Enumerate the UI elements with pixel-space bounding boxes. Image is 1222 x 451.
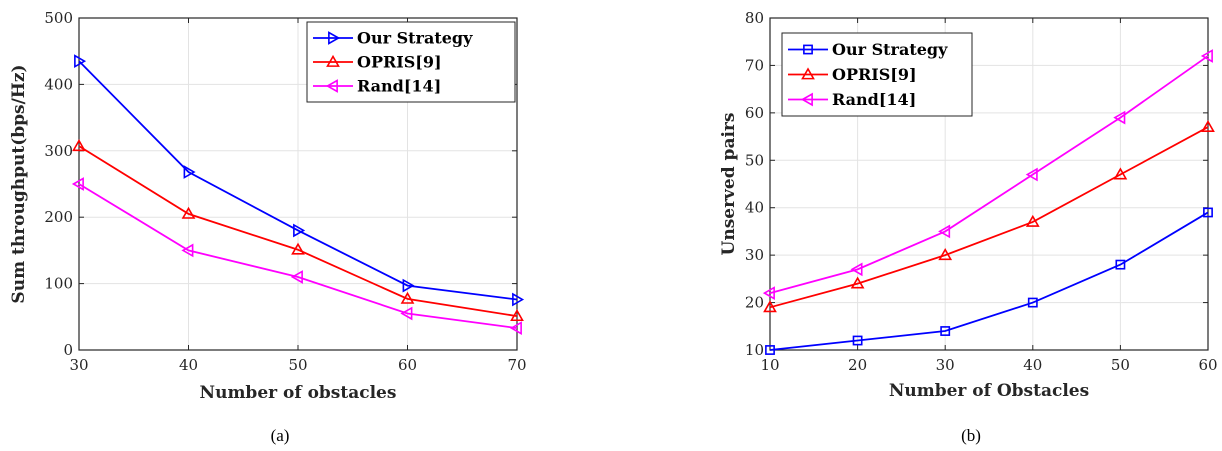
legend-entry-0: Our Strategy [832, 40, 948, 59]
data-point-1-1 [181, 206, 196, 219]
data-point-0-2 [940, 326, 951, 336]
y-tick-label: 30 [745, 246, 764, 264]
data-point-0-4 [512, 292, 525, 307]
legend-entry-2: Rand[14] [832, 90, 916, 109]
series-line-2 [769, 55, 1209, 294]
legend-entry-1: OPRIS[9] [832, 65, 917, 84]
y-tick-label: 70 [745, 56, 764, 74]
legend-entry-2: Rand[14] [357, 77, 441, 96]
data-point-1-3 [1025, 214, 1040, 227]
y-tick-label: 60 [745, 104, 764, 122]
series-line-0 [78, 60, 518, 301]
chart-panel-a: 30 40 50 60 70 0 100 200 300 400 500 Number of obst… [9, 9, 527, 445]
data-point-0-3 [1027, 297, 1038, 308]
data-point-1-1 [850, 276, 865, 289]
x-axis-label: Number of Obstacles [889, 381, 1089, 401]
data-point-2-1 [181, 243, 194, 258]
legend-marker-2 [325, 79, 338, 93]
x-tick-label: 50 [288, 356, 307, 374]
data-point-1-5 [1201, 119, 1215, 133]
data-point-2-4 [509, 321, 522, 335]
x-tick-label: 20 [848, 356, 867, 374]
x-tick-label: 50 [1111, 356, 1130, 374]
data-point-2-0 [762, 286, 775, 300]
x-tick-label: 30 [69, 356, 88, 374]
panel-caption: (b) [961, 426, 981, 445]
data-point-1-0 [763, 300, 777, 313]
data-point-0-0 [765, 345, 775, 355]
x-tick-label: 60 [1198, 356, 1217, 374]
legend-marker-0 [328, 31, 341, 45]
data-point-2-5 [1200, 49, 1213, 63]
x-tick-label: 40 [179, 356, 198, 374]
data-point-1-4 [1113, 167, 1128, 180]
data-point-0-1 [183, 165, 196, 179]
series-line-0 [769, 211, 1209, 351]
data-point-0-5 [1203, 207, 1213, 218]
legend-marker-1 [326, 54, 340, 67]
data-point-0-1 [852, 335, 863, 346]
data-point-2-2 [938, 224, 951, 239]
data-point-1-2 [291, 242, 305, 255]
data-point-2-4 [1113, 110, 1126, 125]
x-axis-label: Number of obstacles [200, 383, 397, 403]
data-point-1-0 [72, 139, 86, 152]
series-line-2 [78, 183, 518, 329]
data-point-1-4 [510, 309, 524, 322]
y-tick-label: 0 [63, 341, 73, 359]
x-tick-label: 10 [760, 356, 779, 374]
y-tick-label: 20 [745, 294, 764, 312]
x-tick-label: 60 [398, 356, 417, 374]
y-tick-label: 50 [745, 151, 764, 169]
y-axis-label: Sum throughput(bps/Hz) [9, 64, 29, 303]
plot-frame [769, 17, 1209, 351]
y-axis-label: Unserved pairs [719, 113, 739, 256]
y-tick-label: 300 [44, 142, 73, 160]
data-point-0-3 [402, 278, 415, 293]
series-line-1 [769, 126, 1209, 309]
legend-entry-1: OPRIS[9] [357, 53, 442, 72]
chart-panel-b: 10 20 30 40 50 60 10 20 30 40 50 60 70 80 Number of Ob… [719, 9, 1218, 445]
x-tick-label: 40 [1023, 356, 1042, 374]
data-point-2-0 [71, 177, 84, 191]
y-tick-label: 500 [44, 9, 73, 27]
data-point-1-2 [938, 248, 953, 261]
data-point-0-0 [74, 54, 87, 69]
data-point-2-1 [850, 262, 863, 277]
y-tick-label: 10 [745, 341, 764, 359]
legend-marker-0 [803, 44, 813, 55]
y-tick-label: 400 [44, 75, 73, 93]
data-point-2-3 [1025, 167, 1038, 182]
x-tick-label: 70 [507, 356, 526, 374]
x-tick-label: 30 [936, 356, 955, 374]
data-point-2-2 [290, 270, 303, 284]
data-point-2-3 [400, 306, 413, 321]
data-point-0-2 [293, 223, 306, 238]
y-tick-label: 80 [745, 9, 764, 27]
y-tick-label: 100 [44, 275, 73, 293]
legend-marker-1 [801, 67, 815, 80]
series-line-1 [78, 145, 518, 318]
data-point-0-4 [1115, 259, 1126, 270]
legend-marker-2 [800, 92, 813, 107]
y-tick-label: 40 [745, 199, 764, 217]
panel-caption: (a) [271, 426, 290, 445]
data-point-1-3 [400, 291, 415, 304]
y-tick-label: 200 [44, 208, 73, 226]
legend-entry-0: Our Strategy [357, 29, 473, 48]
